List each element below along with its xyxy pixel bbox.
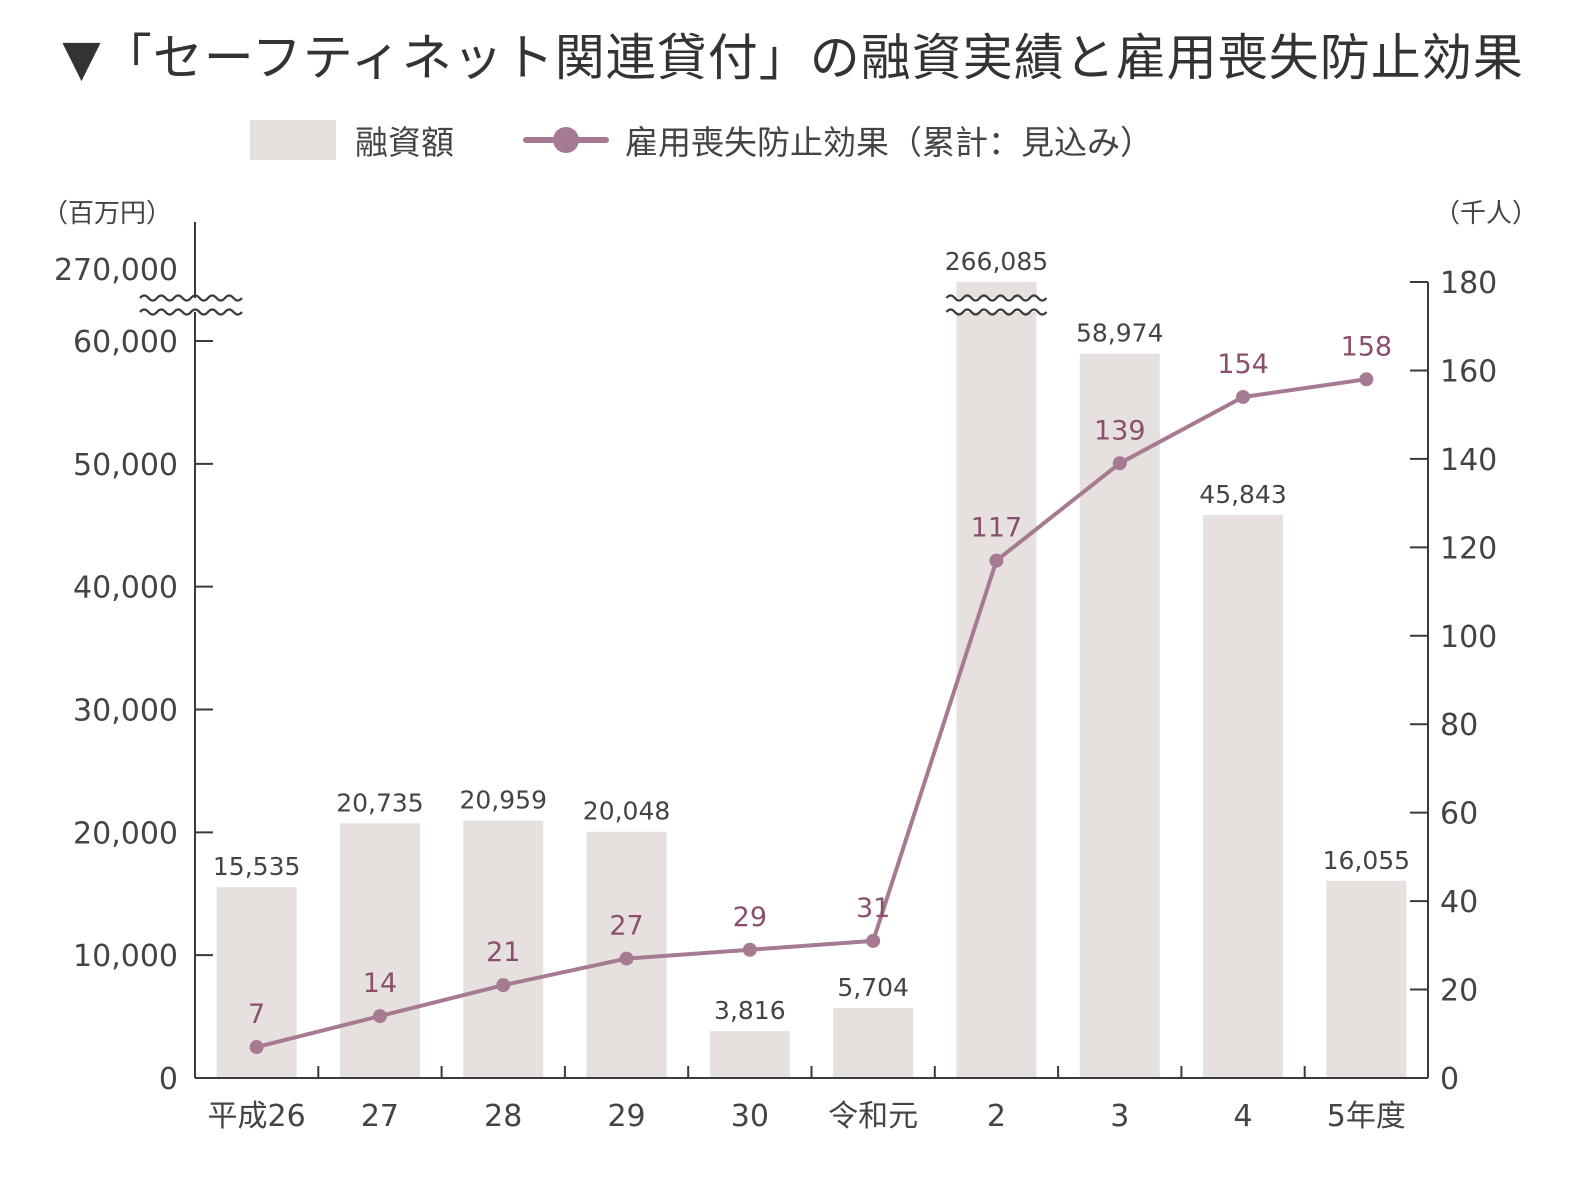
right-tick-label-4: 80 <box>1440 708 1478 743</box>
left-tick-label-3: 30,000 <box>73 694 178 729</box>
legend: 融資額 雇用喪失防止効果（累計：見込み） <box>0 112 1586 168</box>
line-point-8 <box>1236 389 1251 404</box>
line-label-6: 117 <box>971 513 1023 544</box>
right-tick-label-6: 120 <box>1440 531 1497 566</box>
bar-7 <box>1079 353 1160 1079</box>
line-point-4 <box>742 942 757 957</box>
line-point-7 <box>1112 456 1127 471</box>
left-tick-label-6: 60,000 <box>73 325 178 360</box>
bar-label-3: 20,048 <box>583 797 670 826</box>
left-tick-label-5: 50,000 <box>73 448 178 483</box>
x-tick-label-1: 27 <box>361 1099 399 1134</box>
line-point-3 <box>619 951 634 966</box>
bar-8 <box>1203 514 1284 1078</box>
x-tick-label-7: 3 <box>1110 1099 1129 1134</box>
x-tick-label-8: 4 <box>1234 1099 1253 1134</box>
left-break-label: 270,000 <box>54 253 178 288</box>
legend-line-marker <box>553 127 579 153</box>
bar-2 <box>463 820 544 1078</box>
axis-break-mark-bottom <box>139 308 243 316</box>
line-point-0 <box>249 1040 264 1055</box>
bar-label-7: 58,974 <box>1076 319 1163 348</box>
left-axis-unit: （百万円） <box>42 199 172 229</box>
right-tick-label-9: 180 <box>1440 266 1497 301</box>
bar-5 <box>833 1007 914 1078</box>
line-series <box>256 377 1367 1049</box>
legend-bar-swatch <box>250 120 336 160</box>
bar-break-mark-gap <box>946 298 1047 312</box>
right-tick-label-0: 0 <box>1440 1062 1459 1097</box>
bar-label-8: 45,843 <box>1199 480 1286 509</box>
legend-bar-label: 融資額 <box>355 123 454 162</box>
right-tick-label-2: 40 <box>1440 885 1478 920</box>
bar-1 <box>339 823 420 1078</box>
line-label-5: 31 <box>856 893 890 924</box>
bar-label-4: 3,816 <box>714 996 786 1025</box>
bar-9 <box>1326 880 1407 1078</box>
line-point-5 <box>866 933 881 948</box>
chart-title: ▼「セーフティネット関連貸付」の融資実績と雇用喪失防止効果 <box>62 29 1524 87</box>
line-label-8: 154 <box>1217 349 1269 380</box>
line-point-2 <box>496 978 511 993</box>
line-label-7: 139 <box>1094 415 1146 446</box>
x-tick-label-9: 5年度 <box>1327 1099 1406 1134</box>
x-tick-label-5: 令和元 <box>828 1099 918 1134</box>
x-tick-label-6: 2 <box>987 1099 1006 1134</box>
x-tick-label-0: 平成26 <box>208 1099 306 1134</box>
line-label-1: 14 <box>363 968 397 999</box>
right-tick-label-3: 60 <box>1440 797 1478 832</box>
bar-label-1: 20,735 <box>336 788 423 817</box>
line-point-9 <box>1359 372 1374 387</box>
right-tick-label-1: 20 <box>1440 974 1478 1009</box>
line-point-6 <box>989 553 1004 568</box>
bar-break-mark-top <box>945 294 1048 302</box>
line-label-0: 7 <box>248 999 265 1030</box>
left-tick-label-1: 10,000 <box>73 939 178 974</box>
line-point-1 <box>372 1009 387 1024</box>
bar-label-5: 5,704 <box>837 973 909 1002</box>
line-label-4: 29 <box>733 902 767 933</box>
right-tick-label-7: 140 <box>1440 443 1497 478</box>
x-tick-label-3: 29 <box>607 1099 645 1134</box>
bar-4 <box>709 1031 790 1078</box>
bar-6 <box>956 282 1037 1078</box>
line-label-2: 21 <box>486 937 520 968</box>
x-tick-label-4: 30 <box>731 1099 769 1134</box>
axis-break-mark-top <box>139 294 243 302</box>
right-axis-unit: （千人） <box>1434 199 1538 229</box>
right-tick-label-8: 160 <box>1440 354 1497 389</box>
right-tick-label-5: 100 <box>1440 620 1497 655</box>
legend-line-label: 雇用喪失防止効果（累計：見込み） <box>625 123 1153 162</box>
x-tick-label-2: 28 <box>484 1099 522 1134</box>
bar-label-6: 266,085 <box>945 247 1048 276</box>
bar-break-mark-bottom <box>945 308 1048 316</box>
left-tick-label-0: 0 <box>159 1062 178 1097</box>
axis-break-mark-gap <box>140 298 242 312</box>
left-tick-label-2: 20,000 <box>73 816 178 851</box>
line-label-3: 27 <box>609 911 643 942</box>
bar-label-0: 15,535 <box>213 852 300 881</box>
bar-label-9: 16,055 <box>1323 846 1410 875</box>
bar-label-2: 20,959 <box>460 786 547 815</box>
line-label-9: 158 <box>1341 331 1393 362</box>
left-tick-label-4: 40,000 <box>73 571 178 606</box>
